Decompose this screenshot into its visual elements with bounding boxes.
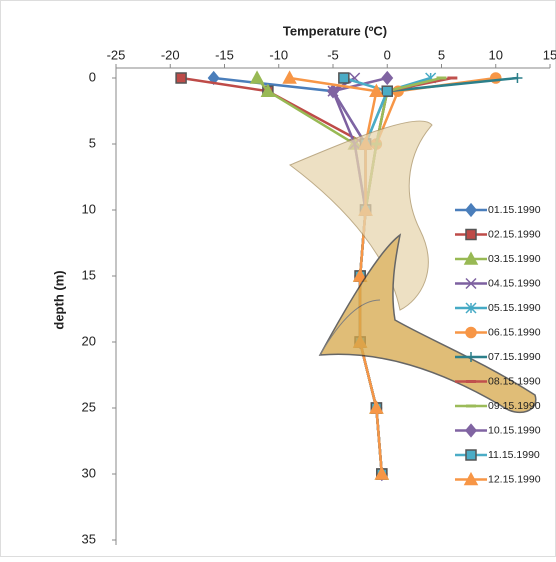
y-tick-label: 10: [82, 201, 96, 216]
x-axis-title: Temperature (ºC): [283, 23, 387, 38]
legend-label: 04.15.1990: [488, 277, 541, 289]
marker: [466, 230, 476, 240]
y-tick-label: 30: [82, 465, 96, 480]
x-tick-label: -5: [327, 47, 339, 62]
y-tick-label: 35: [82, 531, 96, 546]
marker: [382, 86, 392, 96]
x-tick-label: -20: [161, 47, 180, 62]
x-tick-label: 5: [438, 47, 445, 62]
x-tick-label: 10: [489, 47, 503, 62]
x-tick-label: 15: [543, 47, 556, 62]
chart: Temperature (ºC) depth (m) -25 -20 -15 -10 -…: [0, 0, 556, 557]
legend-label: 03.15.1990: [488, 253, 541, 265]
legend-label: 10.15.1990: [488, 424, 541, 436]
x-tick-label: -15: [215, 47, 234, 62]
y-tick-label: 25: [82, 399, 96, 414]
y-axis-title: depth (m): [51, 270, 66, 329]
legend-label: 01.15.1990: [488, 204, 541, 216]
y-tick-label: 20: [82, 333, 96, 348]
marker: [176, 73, 186, 83]
y-tick-label: 15: [82, 267, 96, 282]
marker: [466, 450, 476, 460]
legend-label: 05.15.1990: [488, 302, 541, 314]
legend-label: 02.15.1990: [488, 228, 541, 240]
legend-label: 06.15.1990: [488, 326, 541, 338]
legend-label: 11.15.1990: [488, 449, 540, 461]
x-tick-label: -10: [269, 47, 288, 62]
x-tick-label: -25: [107, 47, 126, 62]
marker: [466, 328, 476, 338]
legend-label: 08.15.1990: [488, 375, 541, 387]
x-tick-label: 0: [384, 47, 391, 62]
legend-label: 12.15.1990: [488, 473, 541, 485]
y-tick-label: 5: [89, 135, 96, 150]
legend-label: 09.15.1990: [488, 400, 541, 412]
marker: [339, 73, 349, 83]
legend-label: 07.15.1990: [488, 351, 541, 363]
y-tick-label: 0: [89, 69, 96, 84]
